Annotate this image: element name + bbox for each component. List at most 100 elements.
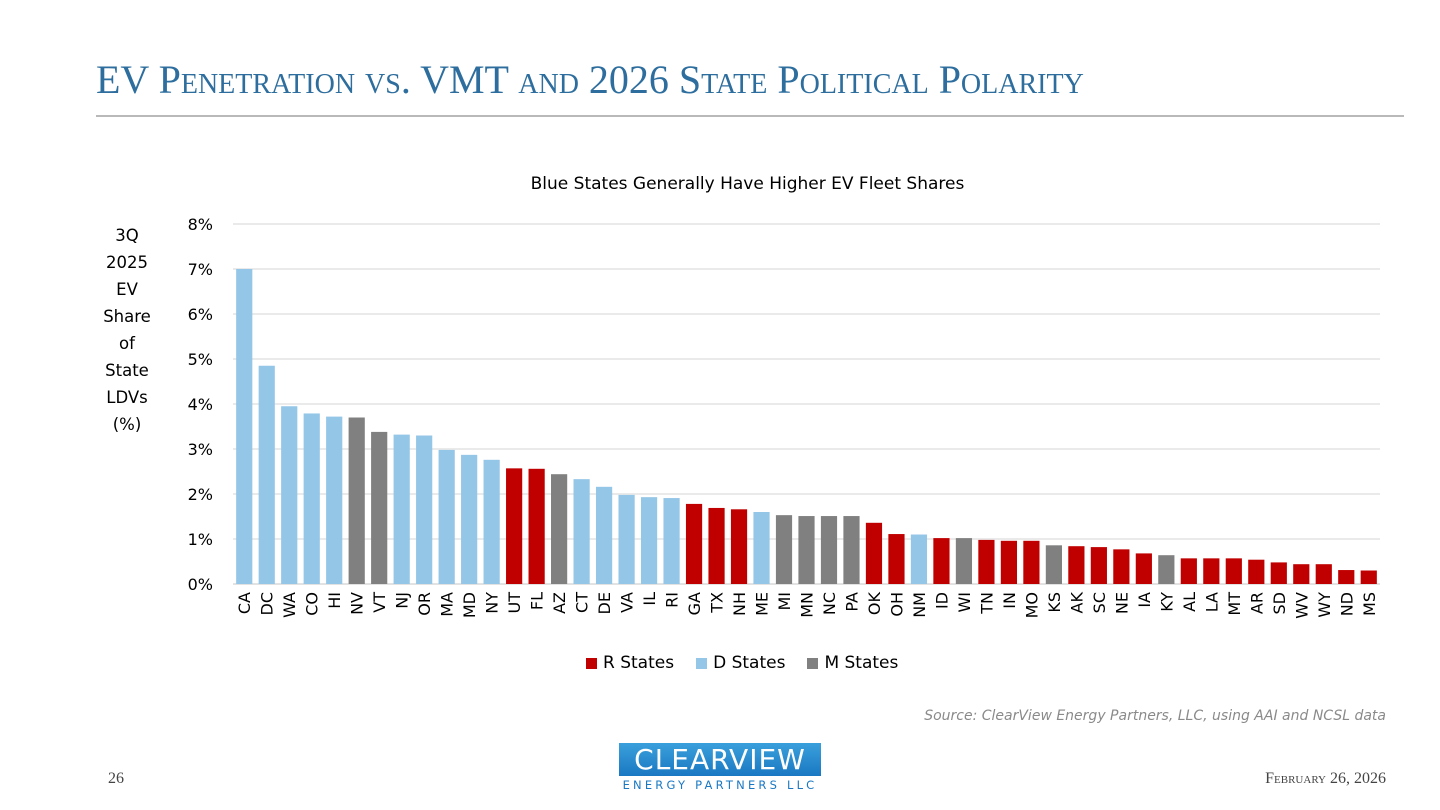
x-tick-label: TX bbox=[708, 592, 727, 614]
clearview-logo: CLEARVIEW ENERGY PARTNERS LLC bbox=[619, 743, 821, 792]
bar-wa bbox=[281, 406, 298, 584]
bar-fl bbox=[528, 468, 545, 584]
x-tick-label: MT bbox=[1225, 592, 1244, 616]
x-tick-label: SD bbox=[1270, 592, 1289, 614]
x-tick-label: AZ bbox=[550, 592, 569, 614]
y-tick-label: 4% bbox=[188, 395, 213, 414]
y-axis-label-line: (%) bbox=[112, 415, 142, 434]
x-tick-label: NH bbox=[730, 592, 749, 616]
x-tick-label: ME bbox=[753, 592, 772, 616]
x-tick-label: AR bbox=[1247, 592, 1266, 614]
legend-swatch bbox=[586, 657, 597, 669]
x-tick-label: AK bbox=[1067, 591, 1086, 613]
bar-mt bbox=[1225, 558, 1242, 584]
title-divider bbox=[96, 115, 1404, 117]
x-tick-label: WI bbox=[955, 592, 974, 613]
x-tick-label: OK bbox=[865, 592, 884, 616]
bar-wi bbox=[955, 538, 973, 584]
y-tick-label: 3% bbox=[188, 440, 213, 459]
x-tick-label: HI bbox=[325, 592, 344, 609]
y-tick-label: 7% bbox=[188, 260, 213, 279]
x-tick-label: WY bbox=[1315, 592, 1334, 618]
slide-title: EV Penetration vs. VMT and 2026 State Po… bbox=[96, 57, 1084, 102]
x-tick-label: MI bbox=[775, 592, 794, 611]
bar-co bbox=[303, 413, 320, 584]
y-axis-label-line: of bbox=[119, 334, 135, 353]
bar-me bbox=[753, 512, 770, 584]
x-tick-label: IL bbox=[640, 592, 659, 606]
bar-nm bbox=[910, 534, 928, 584]
bar-vt bbox=[371, 431, 388, 584]
bar-nd bbox=[1338, 570, 1355, 584]
bar-pa bbox=[843, 516, 860, 584]
bar-ne bbox=[1113, 549, 1130, 584]
x-tick-label: TN bbox=[977, 592, 996, 615]
chart-title: Blue States Generally Have Higher EV Fle… bbox=[530, 174, 965, 194]
bar-sd bbox=[1270, 562, 1287, 584]
x-tick-label: VT bbox=[370, 592, 389, 613]
bar-ks bbox=[1045, 545, 1062, 584]
bar-or bbox=[416, 435, 433, 584]
bar-mi bbox=[775, 515, 793, 584]
x-tick-label: VA bbox=[618, 592, 637, 613]
x-tick-label: NJ bbox=[393, 592, 412, 609]
y-tick-label: 5% bbox=[188, 350, 213, 369]
x-tick-label: RI bbox=[663, 592, 682, 608]
bar-nc bbox=[820, 516, 838, 584]
x-tick-label: DC bbox=[258, 592, 277, 616]
logo-subtitle: ENERGY PARTNERS LLC bbox=[622, 778, 818, 792]
x-tick-label: MS bbox=[1360, 592, 1379, 616]
legend-label: M States bbox=[824, 653, 899, 673]
bar-wy bbox=[1315, 564, 1332, 584]
x-tick-label: KY bbox=[1157, 592, 1176, 612]
legend-swatch bbox=[807, 657, 819, 669]
bar-mn bbox=[798, 516, 815, 584]
y-axis-label-line: 3Q bbox=[115, 226, 139, 245]
y-axis-label: 3Q 2025 EV Share of State LDVs (%) bbox=[96, 222, 158, 438]
x-tick-label: UT bbox=[505, 592, 524, 614]
y-tick-label: 1% bbox=[188, 530, 213, 549]
x-tick-label: CA bbox=[235, 592, 254, 614]
bar-ca bbox=[236, 269, 253, 584]
bar-va bbox=[618, 494, 635, 584]
legend-item-r: R States bbox=[586, 653, 674, 673]
x-tick-label: DE bbox=[595, 592, 614, 614]
legend-label: D States bbox=[713, 653, 786, 673]
y-tick-label: 2% bbox=[188, 485, 213, 504]
x-tick-label: CT bbox=[573, 592, 592, 613]
page-number: 26 bbox=[108, 770, 124, 787]
x-tick-label: MD bbox=[460, 592, 479, 618]
bar-tx bbox=[708, 507, 725, 584]
bar-ia bbox=[1135, 553, 1152, 584]
legend-swatch bbox=[696, 657, 708, 669]
bar-sc bbox=[1090, 547, 1107, 584]
bar-ri bbox=[663, 498, 680, 584]
bar-ms bbox=[1360, 570, 1377, 584]
y-tick-label: 8% bbox=[188, 215, 213, 234]
legend-label: R States bbox=[603, 653, 675, 673]
bar-al bbox=[1180, 558, 1197, 584]
x-tick-label: AL bbox=[1180, 592, 1199, 612]
legend-item-m: M States bbox=[807, 653, 898, 673]
x-tick-label: OR bbox=[415, 592, 434, 616]
x-tick-label: ID bbox=[932, 592, 951, 609]
bar-oh bbox=[888, 534, 905, 584]
y-axis-label-line: LDVs bbox=[106, 388, 148, 407]
bar-mo bbox=[1023, 540, 1040, 584]
x-tick-label: NM bbox=[910, 592, 929, 618]
y-tick-label: 6% bbox=[188, 305, 213, 324]
x-tick-label: CO bbox=[303, 592, 322, 616]
logo-wordmark: CLEARVIEW bbox=[619, 743, 821, 776]
bar-nh bbox=[730, 509, 748, 584]
bar-az bbox=[551, 474, 568, 584]
bar-de bbox=[595, 486, 613, 584]
y-axis-label-line: EV bbox=[116, 280, 138, 299]
bar-ak bbox=[1068, 546, 1085, 584]
x-tick-label: WA bbox=[280, 592, 299, 618]
bar-ok bbox=[865, 522, 883, 584]
x-tick-label: NE bbox=[1112, 592, 1131, 614]
x-tick-label: NY bbox=[483, 592, 502, 614]
bar-id bbox=[933, 538, 950, 584]
bar-il bbox=[640, 497, 658, 584]
source-note: Source: ClearView Energy Partners, LLC, … bbox=[924, 708, 1386, 724]
